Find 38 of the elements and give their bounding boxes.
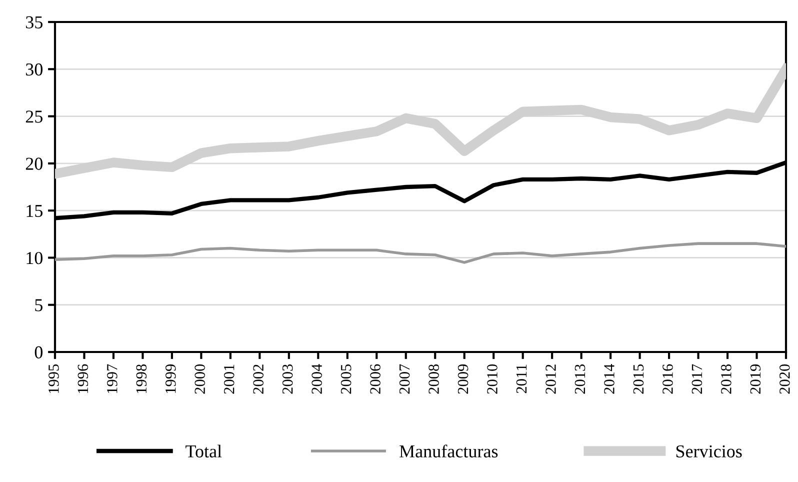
line-series <box>55 242 786 264</box>
x-tick-label: 1999 <box>166 364 176 394</box>
x-tick-label: 2003 <box>282 364 293 394</box>
y-tick-label: 20 <box>26 158 43 170</box>
x-tick-label: 1997 <box>107 364 118 394</box>
x-tick-label: 2000 <box>194 364 206 394</box>
x-tick-label: 2005 <box>340 364 352 394</box>
y-tick-label: 25 <box>26 110 42 123</box>
x-tick-label: 2009 <box>458 364 468 394</box>
x-tick-label: 1995 <box>48 364 59 394</box>
x-tick-label: 2006 <box>370 364 380 394</box>
x-tick-label: 1998 <box>136 364 147 394</box>
x-tick-label: 2016 <box>662 364 673 394</box>
y-tick-label: 10 <box>26 252 43 264</box>
y-tick-label: 35 <box>26 16 42 28</box>
legend-label: Servicios <box>676 445 742 458</box>
x-tick-label: 2020 <box>780 364 790 394</box>
x-tick-label: 2012 <box>546 364 556 394</box>
x-tick-label: 2007 <box>399 364 410 394</box>
x-tick-label: 2017 <box>692 364 702 394</box>
x-tick-label: 2018 <box>721 364 732 394</box>
x-tick-label: 2001 <box>224 364 234 394</box>
x-tick-label: 2011 <box>516 364 527 394</box>
x-tick-label: 2019 <box>750 364 761 394</box>
x-tick-label: 2008 <box>428 364 439 394</box>
y-tick-label: 0 <box>34 346 43 358</box>
x-tick-label: 2010 <box>487 364 498 394</box>
x-tick-label: 2002 <box>253 364 264 394</box>
legend-label: Manufacturas <box>400 444 498 458</box>
x-tick-label: 2015 <box>633 364 644 394</box>
x-tick-label: 2004 <box>312 364 322 394</box>
x-tick-label: 1996 <box>78 364 88 394</box>
x-tick-label: 2013 <box>574 364 586 394</box>
y-tick-label: 30 <box>26 63 43 76</box>
y-tick-label: 5 <box>35 299 42 312</box>
y-tick-label: 15 <box>26 204 42 218</box>
x-tick-label: 2014 <box>604 364 614 394</box>
legend-label: Total <box>186 444 222 458</box>
